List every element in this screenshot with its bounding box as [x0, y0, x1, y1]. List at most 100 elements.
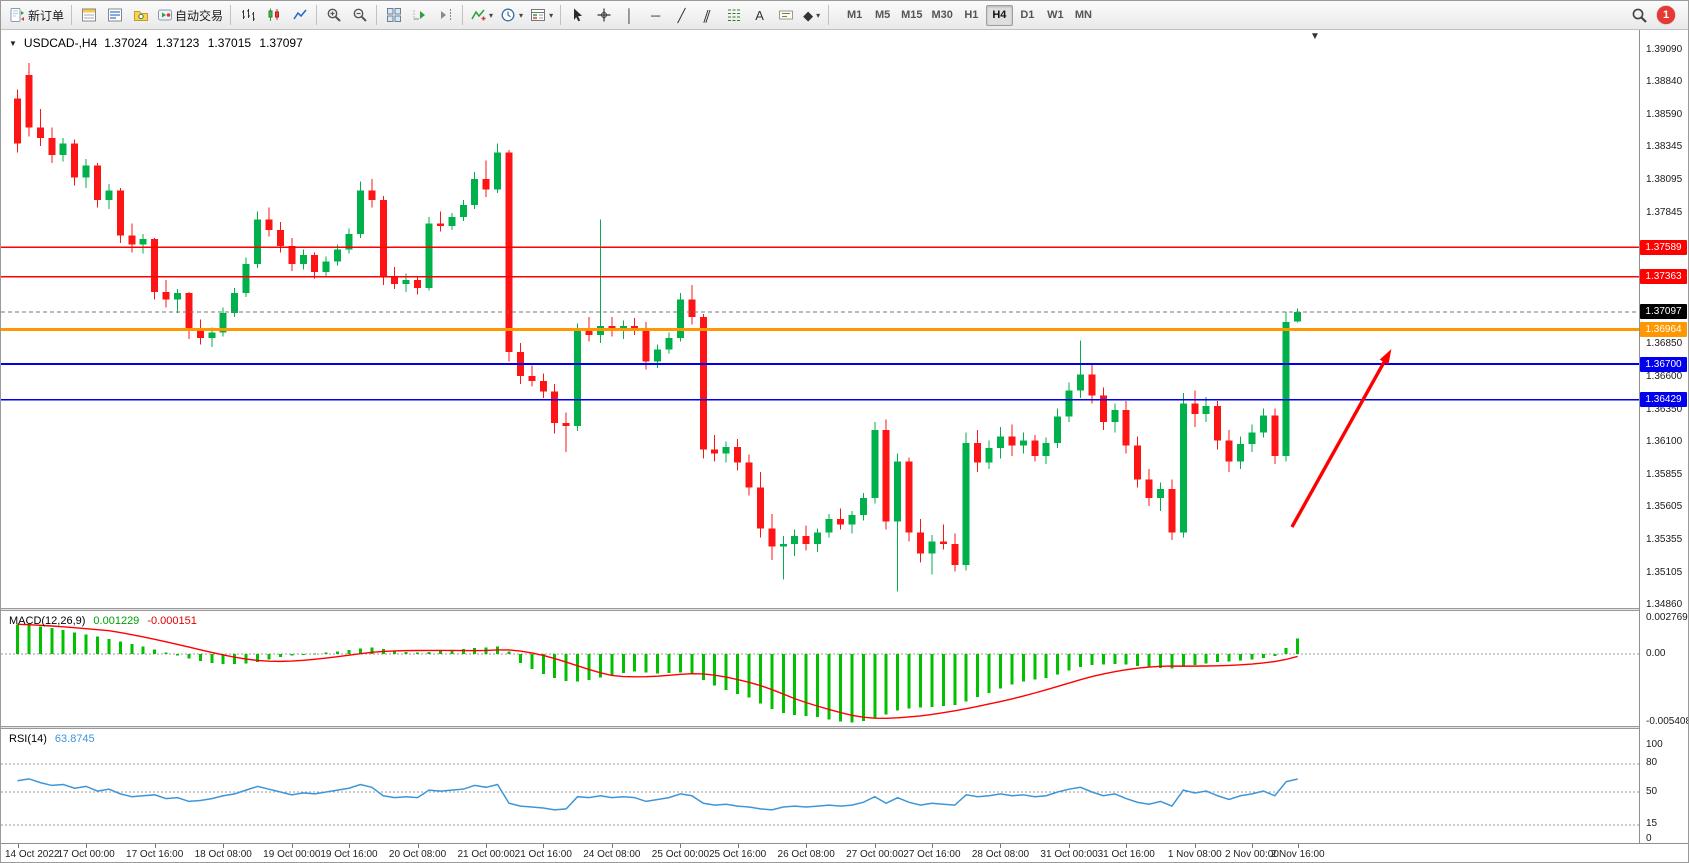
rsi-axis-label: 0: [1646, 832, 1652, 844]
notification-count: 1: [1662, 9, 1670, 21]
zoom-in-icon: [327, 8, 341, 22]
date-label: 31 Oct 00:00: [1040, 849, 1098, 860]
macd-label: MACD(12,26,9): [9, 615, 86, 627]
price-tick-label: 1.38345: [1646, 141, 1683, 153]
crosshair-icon: [597, 8, 611, 22]
price-tick-label: 1.39090: [1646, 43, 1683, 55]
toolbar-separator: [230, 5, 232, 25]
panel-splitter[interactable]: [1, 726, 1688, 729]
macd-chart[interactable]: [1, 611, 1639, 726]
macd-signal-value: -0.000151: [147, 615, 197, 627]
trend-arrow[interactable]: [1290, 348, 1392, 528]
timeframe-h1[interactable]: H1: [958, 5, 985, 26]
panel-splitter[interactable]: [1, 608, 1688, 611]
auto-scroll-button[interactable]: [407, 3, 432, 27]
bar-chart-button[interactable]: [235, 3, 260, 27]
date-label: 18 Oct 08:00: [194, 849, 252, 860]
current-price-badge: 1.37097: [1640, 304, 1687, 320]
timeframe-mn[interactable]: MN: [1070, 5, 1097, 26]
market-watch-icon: [81, 8, 96, 22]
data-window-button[interactable]: [102, 3, 127, 27]
symbol-menu-icon[interactable]: ▼: [9, 38, 17, 48]
line-price-badge: 1.37589: [1640, 239, 1687, 255]
zoom-out-button[interactable]: [347, 3, 372, 27]
tile-windows-icon: [386, 8, 401, 22]
candles-series[interactable]: [14, 63, 1302, 592]
time-tick: [86, 844, 88, 848]
time-tick: [1000, 844, 1002, 848]
fibonacci-button[interactable]: [721, 3, 746, 27]
main-toolbar: 新订单 自动交易: [1, 1, 1688, 30]
toolbar-separator: [71, 5, 73, 25]
templates-icon: [531, 9, 546, 21]
periods-button[interactable]: ▾: [497, 3, 526, 27]
chart-shift-icon: [440, 9, 451, 21]
date-label: 20 Oct 08:00: [388, 849, 447, 860]
time-tick: [931, 844, 933, 848]
text-button[interactable]: A: [747, 3, 772, 27]
time-tick: [223, 844, 225, 848]
timeframe-m1[interactable]: M1: [841, 5, 868, 26]
date-label: 27 Oct 00:00: [846, 849, 904, 860]
arrows-button[interactable]: ◆ ▾: [799, 3, 824, 27]
toolbar-separator: [560, 5, 562, 25]
crosshair-button[interactable]: [591, 3, 616, 27]
tile-windows-button[interactable]: [381, 3, 406, 27]
time-tick: [680, 844, 682, 848]
notification-badge[interactable]: 1: [1657, 6, 1675, 24]
price-tick-label: 1.38095: [1646, 174, 1683, 186]
macd-header: MACD(12,26,9) 0.001229 -0.000151: [9, 615, 197, 627]
timeframe-m15[interactable]: M15: [897, 5, 926, 26]
price-tick-label: 1.36600: [1646, 370, 1683, 382]
new-order-button[interactable]: 新订单: [6, 3, 67, 27]
chevron-down-icon: ▾: [549, 10, 554, 20]
date-label: 26 Oct 08:00: [777, 849, 835, 860]
text-icon: A: [755, 7, 764, 23]
chart-shift-marker[interactable]: ▼: [1310, 31, 1320, 42]
timeframe-h4[interactable]: H4: [985, 4, 1013, 26]
indicators-button[interactable]: ▾: [467, 3, 496, 27]
price-tick-label: 1.35355: [1646, 534, 1683, 546]
price-tick-label: 1.35105: [1646, 567, 1683, 579]
price-tick-label: 1.36100: [1646, 436, 1683, 448]
fibonacci-icon: [727, 9, 740, 22]
line-chart-button[interactable]: [287, 3, 312, 27]
time-tick: [806, 844, 808, 848]
chevron-down-icon: ▾: [519, 10, 524, 20]
candlestick-chart-button[interactable]: [261, 3, 286, 27]
chart-window: ▼ USDCAD-,H4 1.37024 1.37123 1.37015 1.3…: [1, 30, 1688, 862]
rsi-chart[interactable]: [1, 729, 1639, 841]
vertical-line-button[interactable]: │: [617, 3, 642, 27]
candlestick-chart-icon: [268, 8, 279, 21]
trendline-button[interactable]: ╱: [669, 3, 694, 27]
channel-button[interactable]: ∥: [695, 3, 720, 27]
price-tick-label: 1.35855: [1646, 468, 1683, 480]
search-button[interactable]: [1627, 3, 1652, 27]
timeframe-m30[interactable]: M30: [927, 5, 956, 26]
market-watch-button[interactable]: [76, 3, 101, 27]
price-chart[interactable]: [1, 32, 1639, 609]
horizontal-line-button[interactable]: ─: [643, 3, 668, 27]
cursor-icon: [573, 8, 582, 22]
chevron-down-icon: ▾: [489, 10, 494, 20]
toolbar-separator: [462, 5, 464, 25]
zoom-in-button[interactable]: [321, 3, 346, 27]
time-tick: [17, 844, 19, 848]
chart-symbol-title: USDCAD-,H4: [23, 36, 98, 50]
autotrading-icon: [158, 9, 173, 21]
chart-shift-button[interactable]: [433, 3, 458, 27]
price-axis[interactable]: 1.39090 1.38840 1.38590 1.38345 1.38095 1.378…: [1640, 30, 1688, 844]
search-icon: [1632, 8, 1647, 23]
time-tick: [154, 844, 156, 848]
time-axis[interactable]: 14 Oct 2022 17 Oct 00:00 17 Oct 16:00 18 Oc…: [1, 843, 1688, 862]
timeframe-m5[interactable]: M5: [869, 5, 896, 26]
macd-axis-label: 0.002769: [1646, 612, 1688, 624]
timeframe-d1[interactable]: D1: [1014, 5, 1041, 26]
text-label-button[interactable]: [773, 3, 798, 27]
navigator-button[interactable]: [128, 3, 153, 27]
autotrading-button[interactable]: 自动交易: [154, 3, 226, 27]
timeframe-w1[interactable]: W1: [1042, 5, 1069, 26]
templates-button[interactable]: ▾: [527, 3, 556, 27]
cursor-button[interactable]: [565, 3, 590, 27]
date-label: 17 Oct 00:00: [57, 849, 115, 860]
